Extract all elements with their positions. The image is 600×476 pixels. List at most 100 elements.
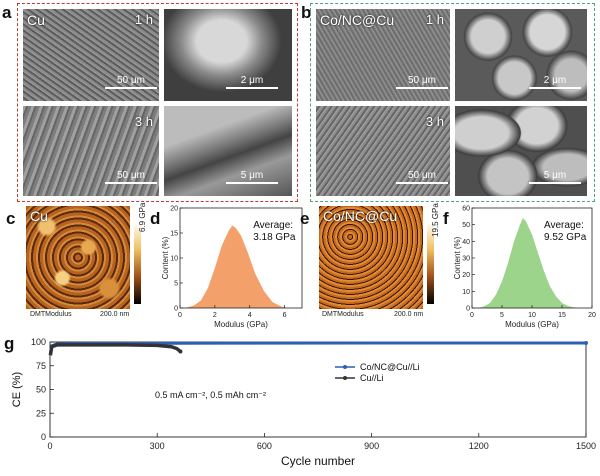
y-axis-label: Content (%) [453, 236, 462, 279]
panel-label-c: c [6, 209, 16, 228]
scale-bar: 50 μm [105, 75, 157, 89]
plot-frame [49, 341, 587, 438]
sem-image-conc-3h-high: 5 μm [455, 106, 587, 196]
y-tick-label: 100 [31, 337, 46, 347]
sem-time-label: 3 h [425, 114, 444, 129]
scale-text: 50 μm [117, 170, 145, 181]
scale-text: 2 μm [240, 75, 264, 86]
afm-mode-label: DMTModulus [30, 311, 72, 318]
y-tick-label: 0 [41, 432, 46, 442]
series-line-cu [48, 343, 182, 356]
y-tick-label: 60 [462, 206, 470, 213]
y-tick-label: 15 [170, 231, 178, 238]
afm-map-cu: Cu [26, 206, 130, 309]
y-axis-label: Content (%) [161, 236, 170, 279]
sem-sample-label: Cu [27, 12, 45, 28]
histogram-area [185, 225, 289, 308]
y-tick-label: 25 [36, 408, 46, 418]
sem-image-cu-1h-low: Cu 1 h 50 μm [23, 9, 159, 101]
scale-bar: 50 μm [396, 75, 448, 89]
afm-sample-label: Cu [30, 208, 48, 224]
y-tick-label: 5 [174, 281, 178, 288]
x-tick-label: 20 [588, 312, 596, 319]
afm-scale-label: 200.0 nm [394, 311, 424, 318]
legend-swatch-marker [343, 365, 347, 369]
annotation-value: 3.18 GPa [253, 232, 296, 243]
sem-time-label: 1 h [134, 12, 153, 27]
scale-text: 50 μm [408, 75, 436, 86]
sem-image-conc-1h-low: Co/NC@Cu 1 h 50 μm [316, 9, 450, 101]
y-axis-label: CE (%) [11, 372, 23, 407]
afm-map-conc: Co/NC@Cu [319, 206, 423, 309]
x-tick-label: 2 [213, 312, 217, 319]
scale-bar: 2 μm [226, 75, 278, 89]
condition-annotation: 0.5 mA cm⁻², 0.5 mAh cm⁻² [155, 390, 266, 400]
sem-image-cu-3h-high: 5 μm [164, 106, 292, 196]
histogram-chart-d: 0 2 4 6 0 5 10 15 20 Modulus (GPa) Content (%) Aver… [161, 206, 303, 329]
x-axis-label: Cycle number [281, 454, 355, 468]
y-tick-label: 30 [462, 256, 470, 263]
scale-text: 50 μm [408, 170, 436, 181]
afm-sample-label: Co/NC@Cu [323, 208, 398, 224]
sem-image-conc-1h-high: 2 μm [455, 9, 587, 101]
y-tick-label: 50 [462, 222, 470, 229]
colorbar-cu [134, 222, 141, 304]
legend-swatch-marker [343, 376, 347, 380]
colorbar-max-label: 19.5 GPa [431, 203, 440, 237]
colorbar-max-label: 6.9 GPa [138, 202, 147, 232]
x-axis-label: Modulus (GPa) [214, 320, 268, 329]
scale-bar: 5 μm [226, 170, 278, 184]
ce-line-chart-g: 0 300 600 900 1200 1500 0 25 50 75 100 Cycle number… [11, 337, 596, 468]
x-tick-label: 300 [150, 441, 165, 451]
x-tick-label: 5 [500, 312, 504, 319]
series-end-marker [178, 349, 183, 354]
afm-scale-label: 200.0 nm [100, 311, 130, 318]
y-tick-label: 20 [170, 206, 178, 213]
y-tick-label: 0 [174, 306, 178, 313]
y-tick-label: 40 [462, 239, 470, 246]
scale-bar: 50 μm [105, 170, 157, 184]
panel-label-a: a [2, 3, 12, 22]
colorbar-conc [427, 222, 434, 304]
series-end-marker [584, 340, 588, 345]
x-tick-label: 6 [283, 312, 287, 319]
legend-label: Cu//Li [360, 373, 384, 383]
sem-image-cu-1h-high: 2 μm [164, 9, 292, 101]
sem-sample-label: Co/NC@Cu [320, 12, 395, 28]
annotation-title: Average: [253, 220, 293, 231]
panel-label-f: f [443, 209, 449, 228]
conc-sem-frame [310, 3, 595, 202]
x-axis-label: Modulus (GPa) [505, 320, 559, 329]
sem-image-cu-3h-low: 3 h 50 μm [23, 106, 159, 196]
y-tick-label: 0 [466, 306, 470, 313]
histogram-area [478, 218, 580, 308]
y-tick-label: 10 [170, 256, 178, 263]
scale-text: 5 μm [543, 170, 567, 181]
scale-bar: 2 μm [529, 75, 581, 89]
x-tick-label: 0 [47, 441, 52, 451]
cu-sem-frame [17, 3, 298, 202]
y-tick-label: 20 [462, 272, 470, 279]
x-tick-label: 1500 [576, 441, 596, 451]
panel-label-b: b [301, 3, 312, 22]
sem-time-label: 3 h [134, 114, 153, 129]
legend-label: Co/NC@Cu//Li [360, 362, 420, 372]
sem-image-conc-3h-low: 3 h 50 μm [316, 106, 450, 196]
sem-time-label: 1 h [425, 12, 444, 27]
annotation-value: 9.52 GPa [544, 232, 587, 243]
x-tick-label: 600 [257, 441, 272, 451]
panel-label-d: d [150, 209, 161, 228]
x-tick-label: 15 [558, 312, 566, 319]
scale-text: 50 μm [117, 75, 145, 86]
x-tick-label: 1200 [469, 441, 489, 451]
afm-mode-label: DMTModulus [322, 311, 364, 318]
scale-bar: 50 μm [396, 170, 448, 184]
scale-text: 2 μm [543, 75, 567, 86]
panel-label-g: g [4, 334, 15, 353]
y-tick-label: 50 [36, 385, 46, 395]
panel-label-e: e [300, 209, 310, 228]
x-tick-label: 4 [248, 312, 252, 319]
annotation-title: Average: [544, 220, 584, 231]
scale-text: 5 μm [240, 170, 264, 181]
histogram-chart-f: 0 5 10 15 20 0 10 20 30 40 50 60 Modulus (GPa) Conten… [453, 206, 596, 330]
